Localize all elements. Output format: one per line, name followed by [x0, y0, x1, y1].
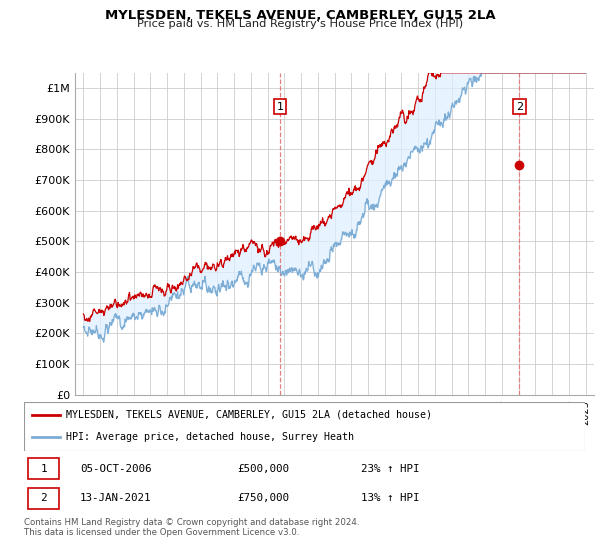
Text: MYLESDEN, TEKELS AVENUE, CAMBERLEY, GU15 2LA: MYLESDEN, TEKELS AVENUE, CAMBERLEY, GU15… — [104, 9, 496, 22]
Text: 23% ↑ HPI: 23% ↑ HPI — [361, 464, 419, 474]
Text: HPI: Average price, detached house, Surrey Heath: HPI: Average price, detached house, Surr… — [66, 432, 354, 442]
Text: 13-JAN-2021: 13-JAN-2021 — [80, 493, 152, 503]
Text: Price paid vs. HM Land Registry's House Price Index (HPI): Price paid vs. HM Land Registry's House … — [137, 19, 463, 29]
Text: 1: 1 — [277, 101, 284, 111]
Text: 2: 2 — [516, 101, 523, 111]
Text: 13% ↑ HPI: 13% ↑ HPI — [361, 493, 419, 503]
Text: 2: 2 — [40, 493, 47, 503]
Bar — [28, 458, 59, 479]
Text: Contains HM Land Registry data © Crown copyright and database right 2024.
This d: Contains HM Land Registry data © Crown c… — [24, 518, 359, 538]
Text: 1: 1 — [40, 464, 47, 474]
Text: MYLESDEN, TEKELS AVENUE, CAMBERLEY, GU15 2LA (detached house): MYLESDEN, TEKELS AVENUE, CAMBERLEY, GU15… — [66, 410, 432, 420]
Text: £750,000: £750,000 — [237, 493, 289, 503]
Text: 05-OCT-2006: 05-OCT-2006 — [80, 464, 152, 474]
Text: £500,000: £500,000 — [237, 464, 289, 474]
Bar — [28, 488, 59, 509]
